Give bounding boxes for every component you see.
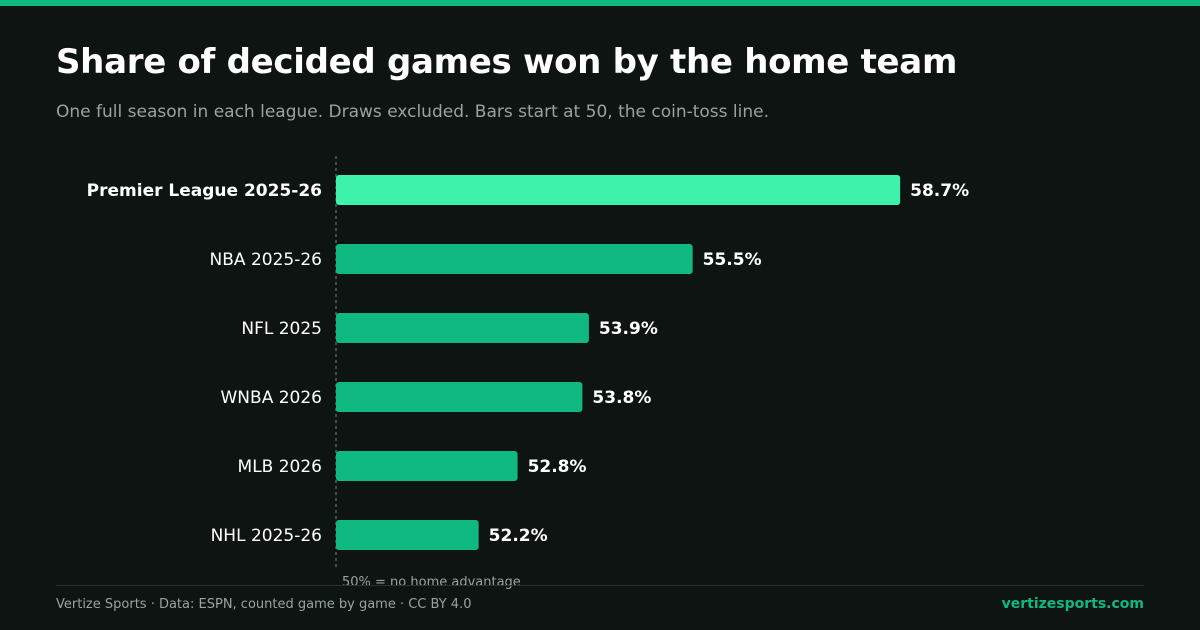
chart-title: Share of decided games won by the home t… xyxy=(56,42,958,82)
category-label: WNBA 2026 xyxy=(221,388,323,408)
category-label: NFL 2025 xyxy=(241,319,322,339)
bar xyxy=(336,382,583,412)
category-label: NHL 2025-26 xyxy=(211,526,322,546)
baseline-label: 50% = no home advantage xyxy=(342,575,521,590)
bar xyxy=(336,520,479,550)
accent-top-bar xyxy=(0,0,1200,6)
chart-subtitle: One full season in each league. Draws ex… xyxy=(56,102,770,122)
value-label: 55.5% xyxy=(703,250,762,270)
bar xyxy=(336,175,901,205)
bar xyxy=(336,451,518,481)
value-label: 58.7% xyxy=(910,181,969,201)
category-label: Premier League 2025-26 xyxy=(87,181,322,201)
value-label: 53.9% xyxy=(599,319,658,339)
category-label: MLB 2026 xyxy=(238,457,322,477)
footer-divider xyxy=(56,585,1144,586)
footer-credits: Vertize Sports · Data: ESPN, counted gam… xyxy=(56,597,472,612)
bar xyxy=(336,313,589,343)
value-label: 52.8% xyxy=(528,457,587,477)
bar xyxy=(336,244,693,274)
category-label: NBA 2025-26 xyxy=(210,250,322,270)
value-label: 52.2% xyxy=(489,526,548,546)
value-label: 53.8% xyxy=(592,388,651,408)
footer-site-link[interactable]: vertizesports.com xyxy=(1001,596,1144,612)
